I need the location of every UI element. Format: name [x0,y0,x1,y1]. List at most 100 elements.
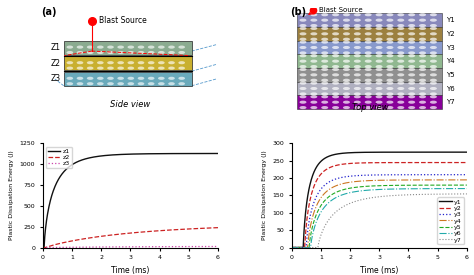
y5 [289,246,294,249]
Ellipse shape [397,68,404,71]
Ellipse shape [97,46,104,49]
Ellipse shape [365,46,372,49]
y4 [372,179,378,182]
Ellipse shape [87,51,93,54]
Ellipse shape [397,13,404,16]
y7 [372,196,378,199]
Ellipse shape [97,77,104,80]
y6 [373,188,379,191]
Ellipse shape [178,61,185,64]
z3 [123,245,129,249]
y2 [383,161,389,164]
Ellipse shape [430,79,437,82]
Ellipse shape [310,65,318,68]
Ellipse shape [148,67,155,70]
Ellipse shape [158,67,164,70]
Ellipse shape [332,95,339,98]
Ellipse shape [310,38,318,41]
Text: Y6: Y6 [446,86,455,92]
Ellipse shape [419,54,426,57]
Y-axis label: Plastic Dissipation Energy (J): Plastic Dissipation Energy (J) [262,151,267,240]
y3 [460,173,465,176]
Ellipse shape [386,73,393,76]
Ellipse shape [354,19,361,22]
Ellipse shape [300,65,307,68]
Ellipse shape [419,46,426,49]
Ellipse shape [168,61,175,64]
Ellipse shape [300,60,307,63]
Text: Y4: Y4 [446,58,455,64]
Ellipse shape [158,51,164,54]
y5 [460,183,465,187]
Bar [297,41,442,54]
Ellipse shape [168,46,175,49]
Ellipse shape [300,13,307,16]
Ellipse shape [397,40,404,44]
Ellipse shape [408,54,415,57]
Text: Top view: Top view [352,103,389,112]
z2 [183,227,189,231]
y7 [464,192,470,196]
Ellipse shape [321,24,328,27]
Ellipse shape [397,65,404,68]
y7 [460,192,465,196]
Ellipse shape [354,79,361,82]
y7 [393,194,399,197]
Ellipse shape [343,95,350,98]
y5 [393,184,399,187]
Ellipse shape [397,38,404,41]
Ellipse shape [332,54,339,57]
Ellipse shape [386,92,393,95]
Ellipse shape [375,106,383,109]
Ellipse shape [419,106,426,109]
Bar [297,54,442,68]
Bar [297,82,442,95]
Ellipse shape [375,87,383,90]
Ellipse shape [408,101,415,104]
y4 [432,178,438,182]
Ellipse shape [332,68,339,71]
Ellipse shape [300,106,307,109]
Ellipse shape [87,61,93,64]
Ellipse shape [321,40,328,44]
Ellipse shape [386,51,393,54]
Ellipse shape [332,101,339,104]
Text: Y1: Y1 [446,17,455,23]
Ellipse shape [408,60,415,63]
Ellipse shape [419,32,426,35]
Ellipse shape [365,95,372,98]
Ellipse shape [332,40,339,44]
Ellipse shape [158,82,164,85]
Text: Z2: Z2 [51,59,61,68]
Ellipse shape [375,38,383,41]
Ellipse shape [310,68,318,71]
Ellipse shape [397,46,404,49]
z1 [135,152,140,156]
Ellipse shape [365,60,372,63]
Ellipse shape [430,92,437,95]
y3 [383,173,389,177]
Ellipse shape [408,38,415,41]
Ellipse shape [343,60,350,63]
Ellipse shape [107,46,114,49]
Ellipse shape [386,19,393,22]
Ellipse shape [118,77,124,80]
X-axis label: Time (ms): Time (ms) [111,266,149,275]
Ellipse shape [66,51,73,54]
Ellipse shape [310,106,318,109]
z3 [124,245,130,248]
y6 [289,246,294,249]
Ellipse shape [128,67,134,70]
Ellipse shape [375,40,383,44]
Ellipse shape [66,77,73,80]
Ellipse shape [408,40,415,44]
Ellipse shape [310,95,318,98]
Ellipse shape [321,27,328,30]
Ellipse shape [300,79,307,82]
Ellipse shape [148,46,155,49]
y2 [393,161,399,164]
Ellipse shape [430,101,437,104]
Ellipse shape [343,101,350,104]
Ellipse shape [419,19,426,22]
y7 [289,246,294,249]
